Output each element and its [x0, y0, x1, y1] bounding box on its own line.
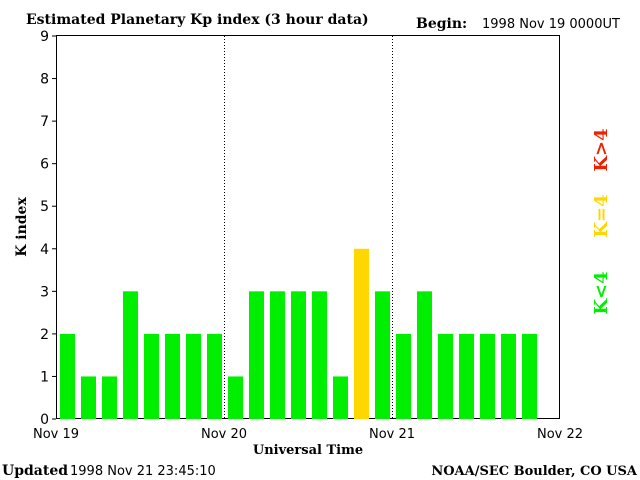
- y-tick-label: 0: [40, 412, 49, 428]
- legend-below: K<4: [591, 271, 612, 314]
- legend-equal: K=4: [591, 194, 612, 237]
- kp-bar: [333, 376, 348, 419]
- y-tick-label: 6: [40, 157, 49, 173]
- kp-bar: [228, 376, 243, 419]
- y-tick-label: 9: [40, 29, 49, 45]
- kp-bar: [417, 291, 432, 419]
- kp-bar: [396, 333, 411, 419]
- kp-bar: [60, 333, 75, 419]
- x-tick-label: Nov 21: [369, 427, 415, 442]
- updated-value: 1998 Nov 21 23:45:10: [70, 464, 216, 479]
- kp-bar: [186, 333, 201, 419]
- begin-label: Begin:: [416, 16, 467, 32]
- kp-bar: [81, 376, 96, 419]
- x-tick-label: Nov 20: [201, 427, 247, 442]
- x-axis-label: Universal Time: [253, 443, 363, 458]
- begin-value: 1998 Nov 19 0000UT: [482, 17, 620, 32]
- y-tick-label: 7: [40, 114, 49, 130]
- x-tick-label: Nov 22: [537, 427, 583, 442]
- kp-bar: [249, 291, 264, 419]
- kp-bar: [312, 291, 327, 419]
- y-tick-label: 2: [40, 327, 49, 343]
- kp-bar: [123, 291, 138, 419]
- y-axis: 0 1 2 3 4 5 6 7 8 9: [40, 29, 56, 428]
- kp-bar: [480, 333, 495, 419]
- chart-title: Estimated Planetary Kp index (3 hour dat…: [26, 12, 369, 28]
- kp-bar: [144, 333, 159, 419]
- kp-bar: [291, 291, 306, 419]
- plot-frame: [56, 35, 560, 419]
- kp-bar: [207, 333, 222, 419]
- source-credit: NOAA/SEC Boulder, CO USA: [431, 464, 638, 479]
- kp-bar: [102, 376, 117, 419]
- kp-bar: [438, 333, 453, 419]
- bars: [60, 248, 537, 419]
- y-axis-label: K index: [14, 197, 30, 257]
- x-tick-label: Nov 19: [33, 427, 79, 442]
- kp-bar: [501, 333, 516, 419]
- legend-above: K>4: [591, 128, 612, 171]
- updated-label: Updated: [2, 463, 68, 479]
- kp-bar: [270, 291, 285, 419]
- y-tick-label: 8: [40, 72, 49, 88]
- kp-bar: [459, 333, 474, 419]
- y-tick-label: 3: [40, 284, 49, 300]
- y-tick-label: 5: [40, 199, 49, 215]
- kp-bar: [165, 333, 180, 419]
- y-tick-label: 1: [40, 369, 49, 385]
- x-axis: Nov 19 Nov 20 Nov 21 Nov 22: [33, 427, 583, 442]
- kp-bar: [522, 333, 537, 419]
- y-tick-label: 4: [40, 242, 49, 258]
- kp-bar: [375, 291, 390, 419]
- kp-bar: [354, 248, 369, 419]
